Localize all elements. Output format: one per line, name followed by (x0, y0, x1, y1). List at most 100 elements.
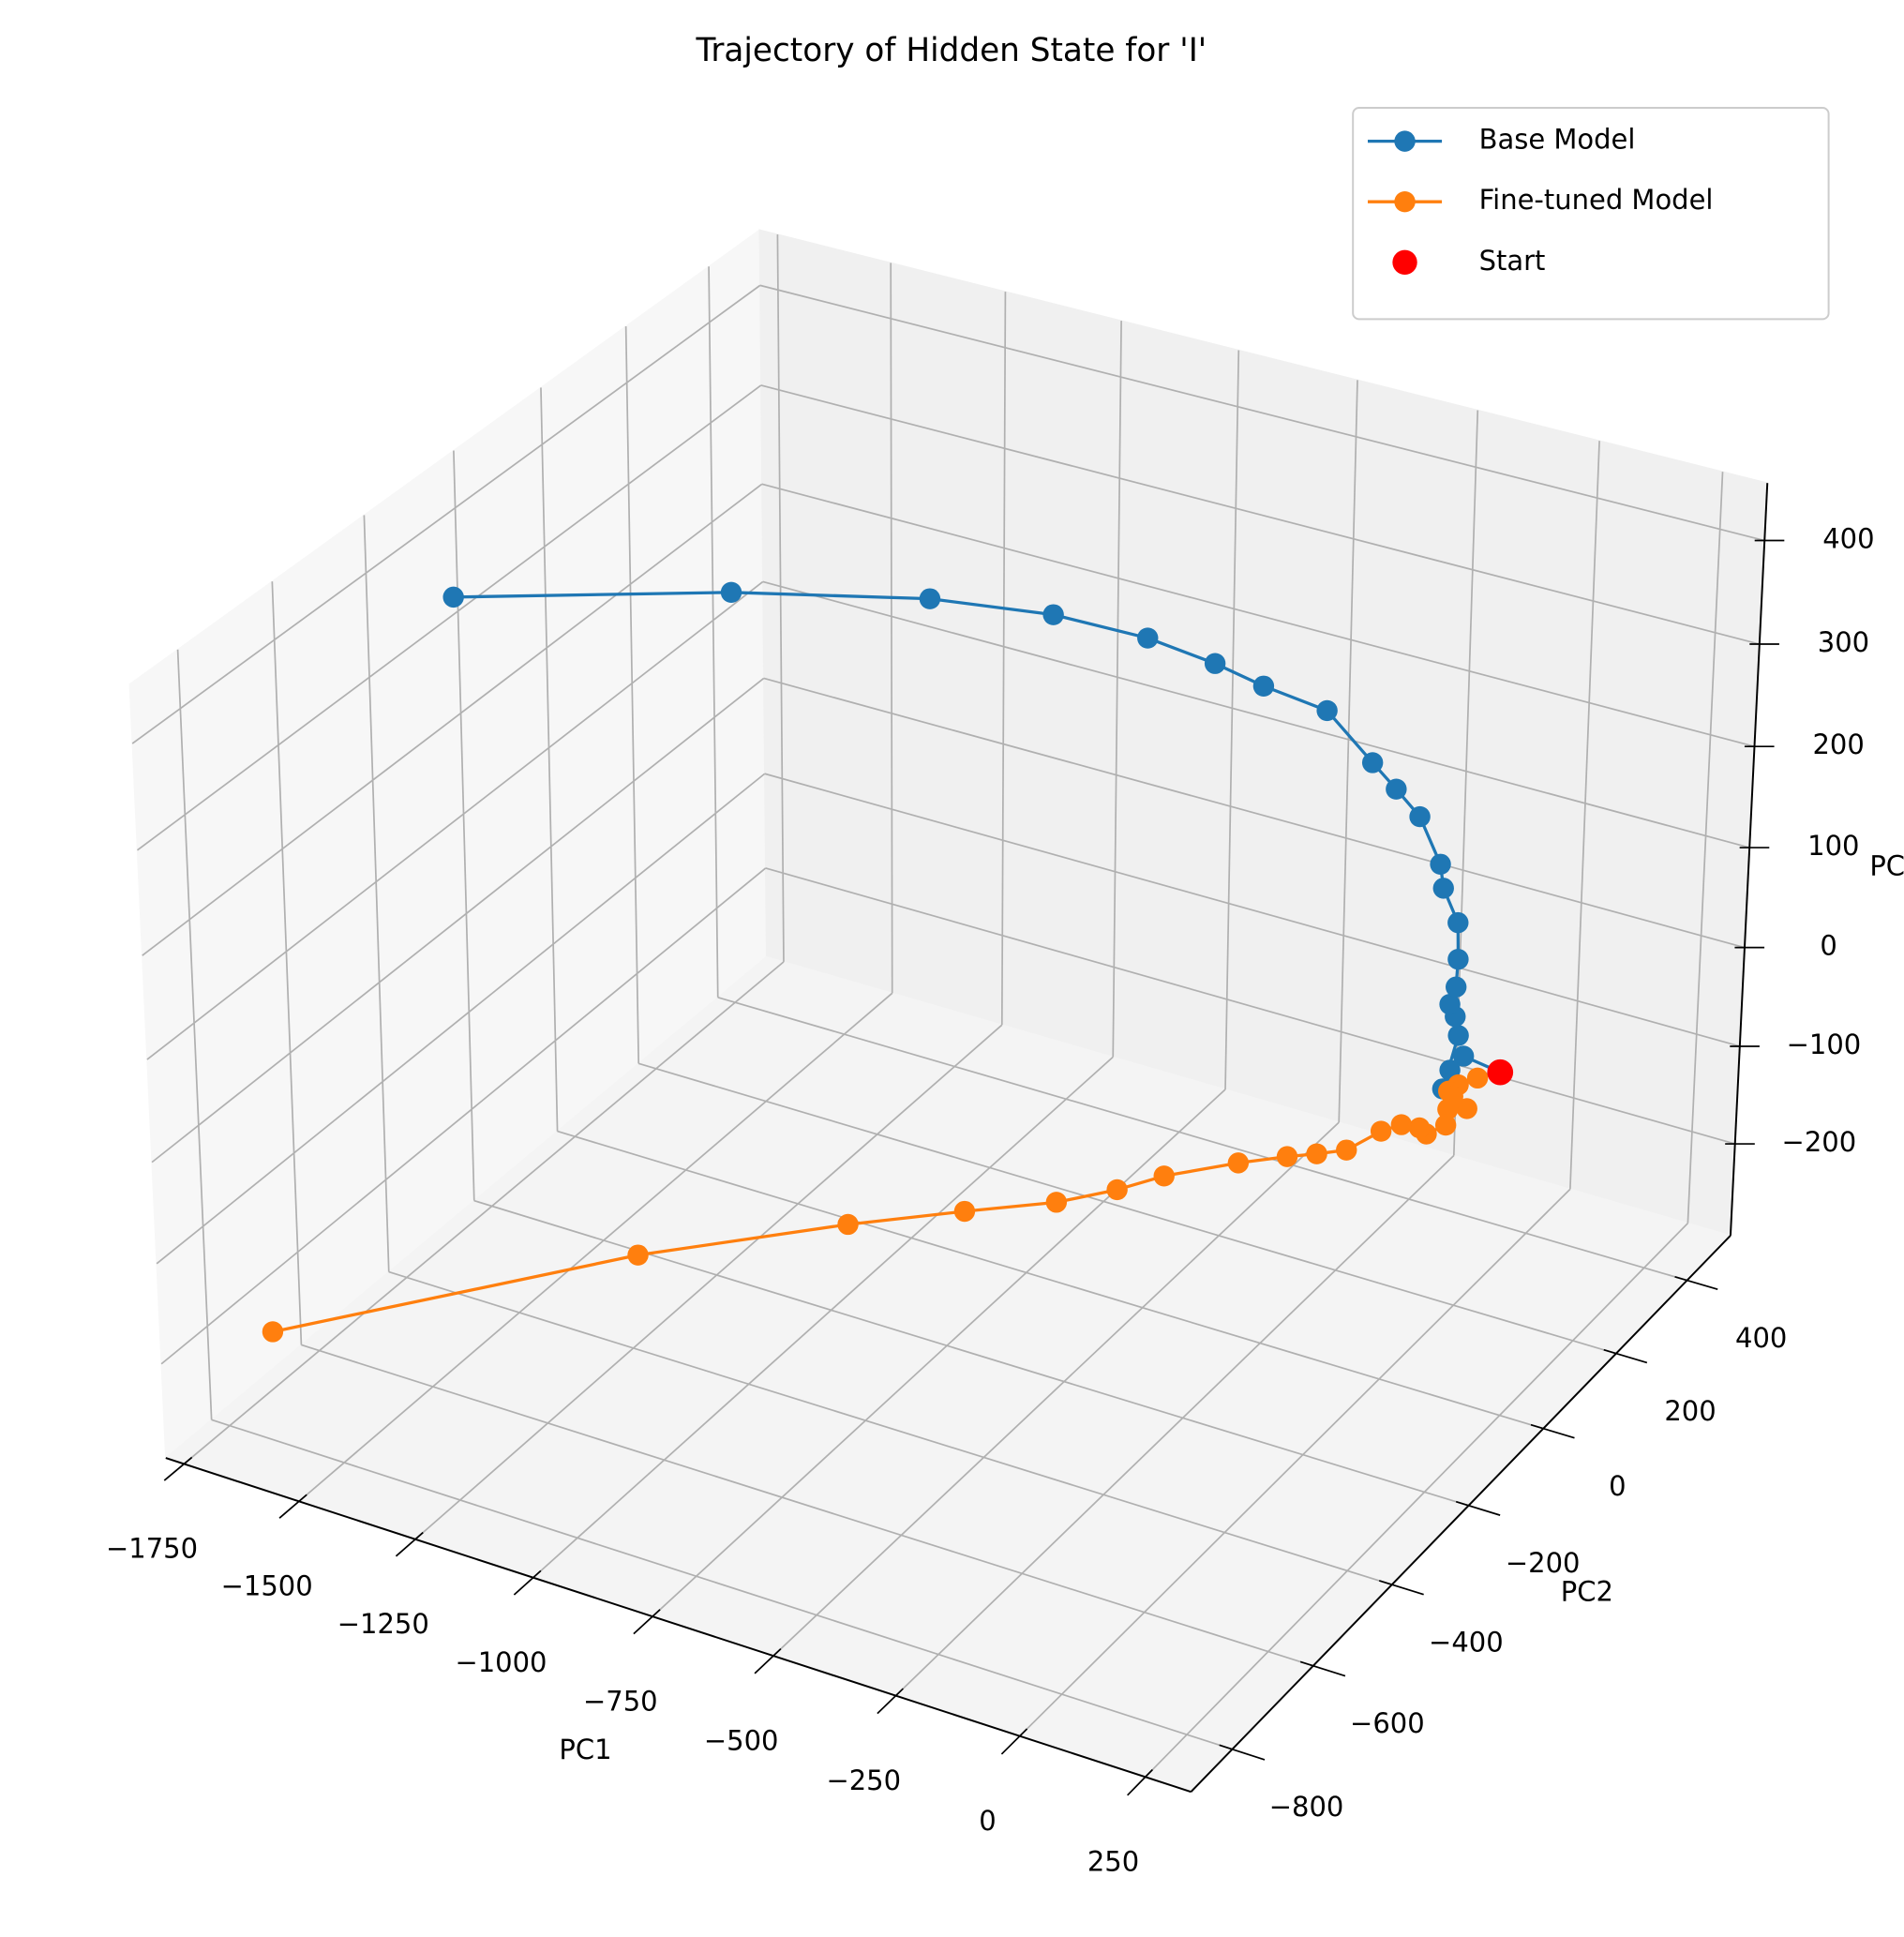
marker (627, 1244, 649, 1266)
x-tick-label: −500 (704, 1724, 779, 1756)
grid-line (136, 384, 762, 851)
grid-line (156, 773, 766, 1265)
grid-line (1000, 292, 1007, 1026)
grid-line (160, 867, 767, 1365)
grid-line (761, 483, 1755, 748)
grid-line (414, 1024, 1003, 1540)
grid-line (146, 580, 764, 1060)
marker (442, 586, 464, 608)
grid-line (131, 284, 761, 744)
legend-swatch-marker (1392, 249, 1417, 275)
marker (1276, 1146, 1298, 1167)
z-tick-label: 400 (1822, 523, 1874, 555)
grid-line (765, 867, 1735, 1145)
marker (1336, 1139, 1357, 1161)
marker (1456, 1098, 1477, 1119)
grid-line (1224, 350, 1240, 1090)
z-tick-label: −200 (1782, 1126, 1857, 1158)
marker (919, 588, 941, 609)
marker (1434, 1114, 1457, 1136)
grid-line (637, 1062, 1617, 1355)
grid-line (652, 1089, 1226, 1617)
z-axis-label: PC3 (1869, 849, 1904, 881)
marker (1447, 948, 1469, 970)
grid-line (540, 387, 559, 1132)
grid-line (894, 1154, 1455, 1697)
z-tick-label: −100 (1787, 1029, 1862, 1060)
marker (1153, 1165, 1175, 1187)
marker (1045, 1192, 1068, 1213)
tick-mark (1674, 1275, 1718, 1290)
marker (1042, 604, 1064, 625)
grid-line (301, 1344, 1314, 1667)
y-tick-label: 400 (1735, 1322, 1787, 1354)
marker (1447, 911, 1469, 934)
marker (1316, 699, 1338, 722)
marker (1227, 1152, 1250, 1174)
marker (1252, 675, 1275, 697)
legend-label: Base Model (1479, 124, 1636, 156)
tick-mark (1378, 1580, 1424, 1596)
y-tick-label: −800 (1269, 1791, 1344, 1823)
marker (953, 1200, 976, 1223)
legend: Base Model Fine-tuned Model Start (1352, 107, 1830, 321)
grid-line (759, 284, 1765, 542)
grid-line (717, 996, 1687, 1282)
legend-swatch-marker (1394, 190, 1416, 213)
x-tick-label: 0 (979, 1805, 996, 1837)
marker (1386, 778, 1407, 800)
grid-line (298, 992, 893, 1503)
marker (1445, 976, 1467, 998)
tick-mark (877, 1688, 904, 1715)
y-axis-label: PC2 (1561, 1575, 1613, 1607)
marker (1452, 1045, 1475, 1067)
marker (1306, 1143, 1327, 1164)
chart-title: Trajectory of Hidden State for 'I' (695, 32, 1207, 69)
tick-mark (1603, 1348, 1648, 1364)
grid-line (532, 1056, 1114, 1579)
legend-label: Fine-tuned Model (1479, 184, 1714, 216)
grid-line (363, 515, 390, 1272)
grid-line (142, 483, 763, 956)
marker (1204, 653, 1226, 674)
legend-box (1352, 107, 1830, 321)
grid-line (1569, 441, 1600, 1190)
marker (1439, 993, 1461, 1015)
x-tick-label: −1750 (106, 1533, 198, 1565)
z-axis-line (1729, 483, 1769, 1236)
axes-background: −1750−1500−1250−1000−750−500−2500250−800… (106, 228, 1904, 1878)
tick-mark (513, 1569, 542, 1596)
tick-mark (1000, 1728, 1028, 1755)
grid-line (772, 1121, 1340, 1657)
marker (1437, 1098, 1459, 1120)
grid-line (453, 450, 475, 1201)
x-tick-label: 250 (1087, 1846, 1139, 1878)
grid-line (1145, 1223, 1689, 1778)
grid-line (388, 1270, 1393, 1585)
marker (1430, 853, 1451, 875)
grid-line (557, 1130, 1544, 1430)
x-axis-label: PC1 (559, 1734, 611, 1765)
tick-mark (1530, 1423, 1575, 1439)
grid-line (764, 773, 1741, 1047)
grid-line (176, 649, 213, 1420)
marker (1370, 1120, 1392, 1142)
marker (262, 1321, 284, 1343)
tick-mark (1299, 1660, 1346, 1677)
marker (1409, 805, 1431, 828)
x-tick-label: −1500 (221, 1570, 313, 1602)
grid-line (1687, 472, 1724, 1224)
grid-line (1112, 321, 1122, 1058)
marker (1466, 1067, 1489, 1089)
tick-mark (754, 1648, 782, 1674)
tick-mark (278, 1494, 307, 1519)
grid-line (890, 263, 893, 994)
grid-line (624, 326, 640, 1064)
marker (1106, 1179, 1128, 1201)
tick-mark (1219, 1744, 1266, 1761)
z-tick-label: 0 (1820, 930, 1837, 962)
grid-line (183, 961, 785, 1465)
marker (720, 581, 742, 603)
